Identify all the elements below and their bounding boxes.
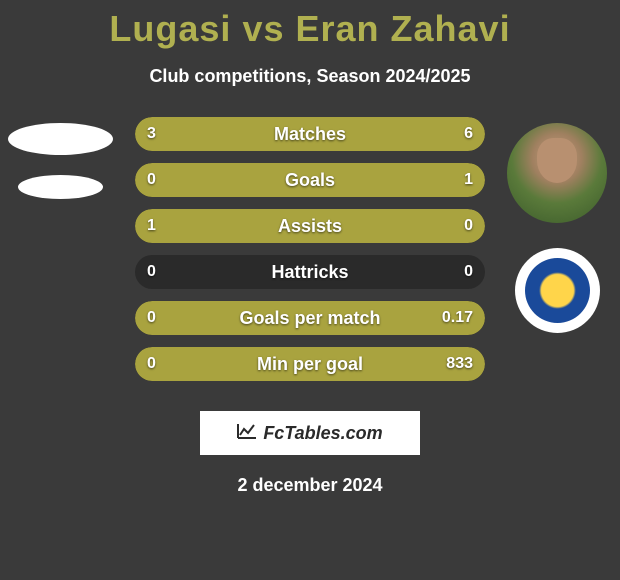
stat-label: Min per goal [135,347,485,381]
stat-bar-row: 00Hattricks [135,255,485,289]
stat-label: Goals [135,163,485,197]
subtitle: Club competitions, Season 2024/2025 [0,66,620,87]
stat-bar-row: 36Matches [135,117,485,151]
comparison-area: 36Matches 01Goals 10Assists 00Hattricks 00.1… [0,117,620,397]
stat-label: Matches [135,117,485,151]
left-player-avatar-placeholder [8,123,113,155]
club-badge-icon [525,258,590,323]
right-player-column [507,123,612,333]
stat-bar-row: 01Goals [135,163,485,197]
date-label: 2 december 2024 [0,475,620,496]
stat-bar-row: 00.17Goals per match [135,301,485,335]
source-badge-label: FcTables.com [263,423,382,444]
source-badge: FcTables.com [200,411,420,455]
stat-bar-row: 0833Min per goal [135,347,485,381]
stat-label: Goals per match [135,301,485,335]
right-player-avatar [507,123,607,223]
page-title: Lugasi vs Eran Zahavi [0,0,620,50]
left-club-badge-placeholder [18,175,103,199]
left-player-column [8,123,113,199]
stat-label: Hattricks [135,255,485,289]
stat-label: Assists [135,209,485,243]
right-club-badge [515,248,600,333]
stat-bar-row: 10Assists [135,209,485,243]
stat-bars-container: 36Matches 01Goals 10Assists 00Hattricks 00.1… [135,117,485,393]
chart-icon [237,423,257,444]
